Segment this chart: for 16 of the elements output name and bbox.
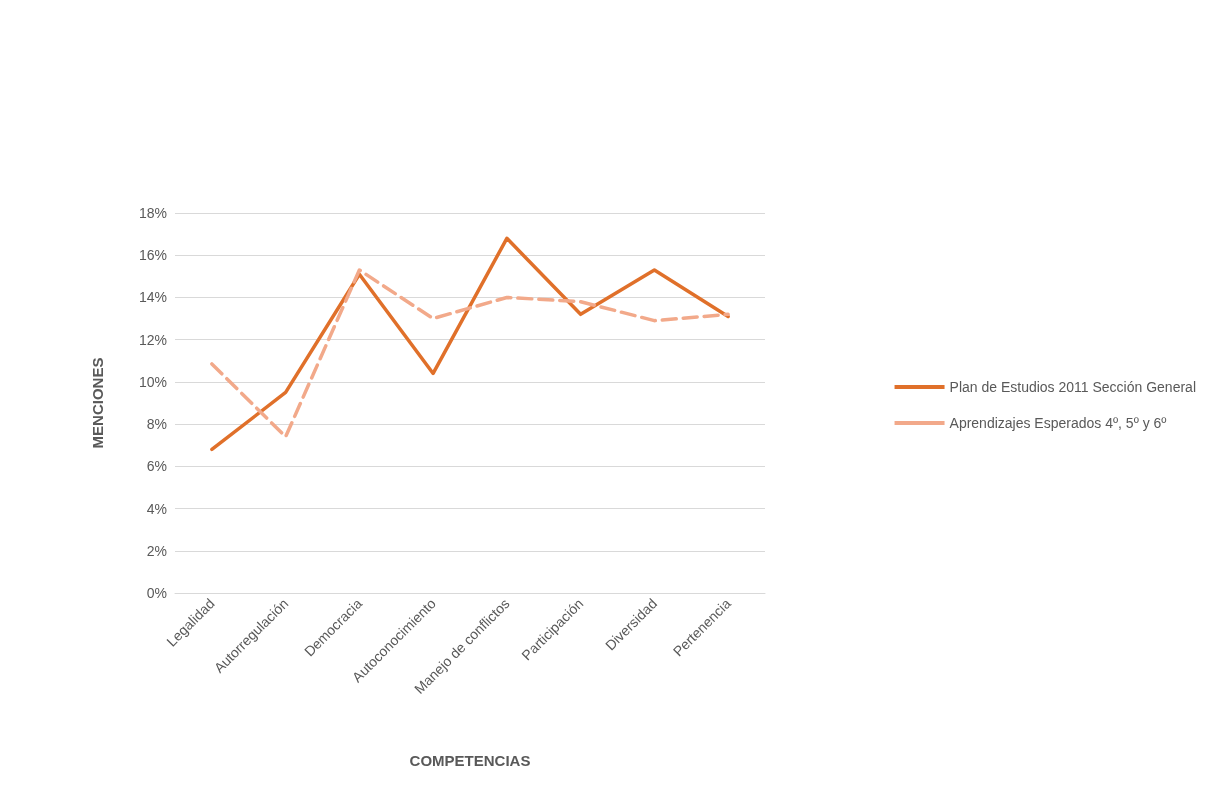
- y-tick-label: 16%: [138, 247, 167, 264]
- legend-label: Plan de Estudios 2011 Sección General: [949, 379, 1197, 395]
- legend-label: Aprendizajes Esperados 4º, 5º y 6º: [949, 415, 1167, 431]
- y-tick-label: 2%: [146, 542, 167, 559]
- y-tick-label: 18%: [138, 205, 167, 221]
- y-tick-label: 4%: [146, 500, 167, 517]
- line-series: [210, 268, 730, 439]
- y-tick-label: 6%: [146, 458, 167, 475]
- y-tick-label: 0%: [146, 585, 167, 601]
- x-axis-title: COMPETENCIAS: [409, 752, 531, 769]
- y-tick-label: 12%: [138, 331, 167, 348]
- y-tick-label: 8%: [146, 416, 167, 433]
- y-tick-label: 10%: [138, 373, 167, 390]
- y-tick-label: 14%: [138, 289, 167, 306]
- line-series: [210, 236, 730, 452]
- y-axis-title: MENCIONES: [89, 357, 106, 449]
